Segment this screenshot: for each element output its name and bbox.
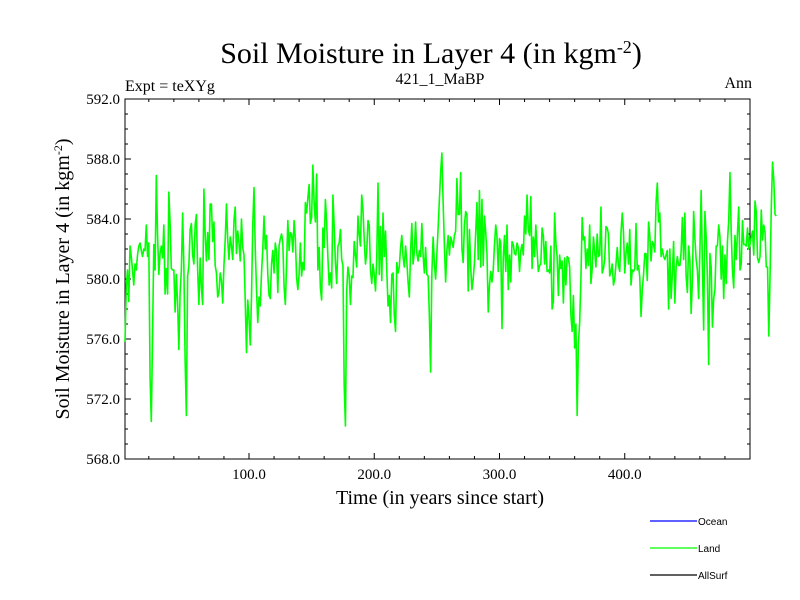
y-tick-label: 580.0 [86, 272, 120, 288]
plot-frame [124, 98, 751, 460]
y-tick-label: 572.0 [86, 392, 120, 408]
y-axis-label-sup: -2 [51, 145, 65, 155]
y-axis-label-close: ) [52, 138, 74, 145]
series-line-land [124, 152, 777, 427]
legend: Ocean Land AllSurf [650, 517, 728, 582]
y-tick-label: 588.0 [86, 152, 120, 168]
x-axis-label: Time (in years since start) [336, 487, 544, 509]
legend-label-ocean: Ocean [698, 517, 727, 528]
y-tick-label: 592.0 [86, 92, 120, 108]
legend-label-land: Land [698, 544, 720, 555]
y-axis-label-main: Soil Moisture in Layer 4 (in kgm [52, 155, 74, 420]
x-tick-label: 300.0 [483, 467, 517, 483]
chart-title-close: ) [632, 37, 642, 70]
y-axis: 568.0 572.0 576.0 580.0 584.0 588.0 592.0 [86, 92, 750, 468]
chart-title: Soil Moisture in Layer 4 (in kgm-2) [220, 37, 642, 70]
x-tick-label: 200.0 [357, 467, 391, 483]
y-axis-label: Soil Moisture in Layer 4 (in kgm-2) [51, 138, 74, 419]
chart-title-sup: -2 [617, 37, 632, 57]
subtitle-left: Expt = teXYg [125, 78, 215, 95]
y-tick-label: 584.0 [86, 212, 120, 228]
subtitle-center: 421_1_MaBP [396, 71, 485, 88]
x-axis: 100.0 200.0 300.0 400.0 [148, 99, 726, 483]
plot-area: 568.0 572.0 576.0 580.0 584.0 588.0 592.0 100.… [86, 92, 777, 483]
chart-title-main: Soil Moisture in Layer 4 (in kgm [220, 37, 617, 70]
x-tick-label: 400.0 [608, 467, 642, 483]
series-layer [124, 152, 777, 427]
legend-label-allsurf: AllSurf [698, 571, 728, 582]
y-tick-label: 576.0 [86, 332, 120, 348]
y-tick-label: 568.0 [86, 452, 120, 468]
x-tick-label: 100.0 [232, 467, 266, 483]
subtitle-right: Ann [724, 75, 752, 92]
